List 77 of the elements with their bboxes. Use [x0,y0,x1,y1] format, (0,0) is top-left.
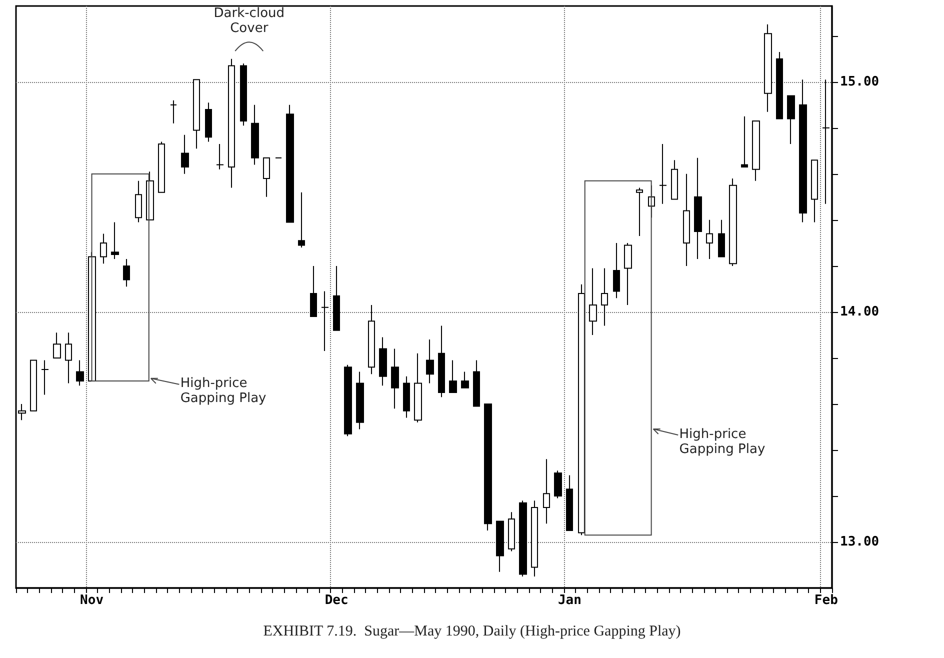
candlestick [624,242,632,306]
annotation: Dark-cloud Cover [212,6,286,36]
candlestick [368,304,375,375]
candlestick [111,222,119,260]
candlestick [683,173,690,266]
candlestick [30,360,37,412]
candlestick [135,180,142,223]
candlestick [508,512,515,552]
candlestick [461,371,469,388]
candlestick [659,144,667,204]
candlestick [484,403,492,531]
x-tick-label: Nov [80,593,104,608]
candlestick [822,79,830,204]
candlestick [601,268,608,326]
candlestick [170,100,177,124]
candlestick [356,371,364,430]
candlestick [333,265,340,331]
candlestick [100,233,107,264]
candlestick [158,141,165,193]
candlestick [519,500,527,577]
candlestick [449,360,457,393]
candlestick [391,348,399,410]
candlestick [578,284,585,536]
candlestick [286,104,294,223]
candlestick [589,268,597,336]
candlestick [310,265,317,318]
candlestick [403,376,410,418]
annotation: High-price Gapping Play [679,426,766,457]
candlestick [554,470,562,499]
candlestick [811,160,818,223]
x-tick-label: Jan [558,593,582,608]
candlestick [671,160,678,200]
annotation: High-price Gapping Play [180,376,268,406]
candlestick [718,219,725,258]
candlestick [613,242,620,299]
candlestick [205,102,212,142]
candlestick [531,500,538,577]
candlestick [764,24,772,112]
x-tick-label: Feb [814,593,838,608]
candlestick [240,63,247,126]
candlestick [321,290,329,352]
candlestick [193,79,200,150]
candlestick [228,58,235,188]
candlestick [251,104,259,166]
candlestick [181,134,189,174]
y-tick-label: 13.00 [840,534,880,550]
candlestick [473,360,480,407]
candlestick [263,157,270,198]
candlestick [543,458,550,524]
candlestick [799,79,807,223]
candlestick [414,352,422,423]
candlestick [787,95,795,145]
candlestick [776,52,783,120]
candlestick [41,360,49,396]
candlestick [706,219,713,260]
candlestick [216,144,224,170]
candlestick [752,120,760,182]
candlestick [636,187,643,237]
candlestick [694,157,702,260]
candlestick [741,116,748,168]
candlestick [729,178,737,266]
candlestick [65,332,72,384]
y-tick-label: 15.00 [840,74,880,90]
candlestick [53,332,61,358]
x-tick-label: Dec [324,593,348,608]
candlestick [426,339,434,384]
y-tick-label: 14.00 [840,304,880,320]
candlestick [76,360,84,386]
candlestick [496,520,504,572]
candlestick [379,336,387,386]
candlestick [298,192,305,248]
text: EXHIBIT 7.19. Sugar—May 1990, Daily (High-price Gapping Play) [263,624,681,640]
candlestick [18,403,26,421]
candlestick [123,258,130,288]
candlestick [438,325,445,398]
candlestick [566,474,573,531]
candlestick [344,364,352,437]
